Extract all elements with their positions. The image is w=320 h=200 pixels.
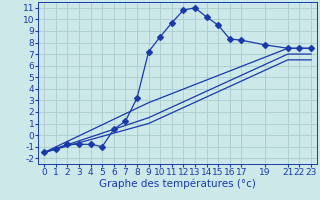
X-axis label: Graphe des températures (°c): Graphe des températures (°c): [99, 179, 256, 189]
